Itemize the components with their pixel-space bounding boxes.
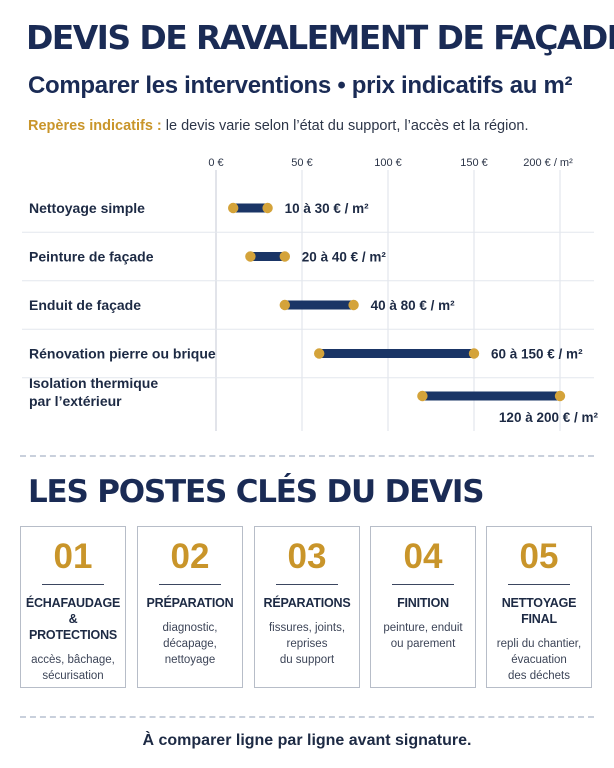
range-max-dot (468, 348, 480, 359)
note-text: le devis varie selon l’état du support, … (161, 118, 529, 134)
card-title: FINITION (397, 596, 449, 610)
range-bar (319, 349, 474, 358)
range-min-dot (417, 390, 428, 402)
section-title: LES POSTES CLÉS DU DEVIS (28, 474, 485, 510)
price-range-chart: 0 € 50 € 100 € 150 € 200 € / m² Nettoyage sim… (22, 157, 599, 431)
card-rule (276, 584, 338, 585)
card-number: 04 (403, 537, 443, 576)
card-title: PRÉPARATION (146, 596, 234, 610)
card-preparation: 02 PRÉPARATION diagnostic, décapage, net… (137, 526, 243, 688)
value-label: 60 à 150 € / m² (491, 347, 583, 362)
range-min-dot (228, 202, 239, 214)
card-description: repli du chantier, évacuation des déchet… (496, 638, 582, 682)
card-nettoyage-final: 05 NETTOYAGE FINAL repli du chantier, év… (486, 526, 592, 688)
section-divider (20, 455, 594, 457)
card-number: 03 (287, 537, 327, 576)
category-label: Rénovation pierre ou brique (29, 346, 216, 362)
x-tick-label: 150 € (460, 157, 488, 169)
range-max-dot (554, 390, 566, 402)
card-reparations: 03 RÉPARATIONS fissures, joints, reprise… (254, 526, 360, 688)
page-title: DEVIS DE RAVALEMENT DE FAÇADE (26, 18, 614, 57)
category-label: Isolation thermique par l’extérieur (29, 375, 158, 409)
value-label: 10 à 30 € / m² (285, 201, 370, 216)
page-subtitle: Comparer les interventions • prix indica… (28, 72, 573, 99)
card-rule (508, 584, 570, 585)
card-description: fissures, joints, reprises du support (268, 622, 346, 666)
card-finition: 04 FINITION peinture, enduit ou parement (370, 526, 476, 688)
card-description: accès, bâchage, sécurisation (31, 654, 115, 682)
range-max-dot (348, 299, 359, 311)
range-max-dot (279, 251, 290, 262)
range-min-dot (245, 251, 256, 262)
card-title: NETTOYAGE FINAL (501, 596, 577, 626)
range-max-dot (262, 202, 273, 214)
category-label: Enduit de façade (29, 297, 141, 313)
range-bar (422, 391, 560, 401)
footer-note: À comparer ligne par ligne avant signatu… (142, 732, 472, 749)
card-number: 05 (519, 537, 559, 576)
card-rule (42, 584, 104, 585)
range-min-dot (279, 299, 290, 311)
card-title: ÉCHAFAUDAGE & PROTECTIONS (25, 596, 121, 642)
x-tick-label: 200 € / m² (523, 157, 573, 169)
category-label: Peinture de façade (29, 249, 154, 265)
card-number: 02 (170, 537, 210, 576)
card-rule (392, 584, 454, 585)
value-label: 20 à 40 € / m² (302, 250, 387, 265)
value-label: 120 à 200 € / m² (499, 410, 599, 425)
range-bar (284, 300, 354, 310)
note-label: Repères indicatifs : (28, 118, 162, 134)
card-rule (159, 584, 221, 585)
category-label: Nettoyage simple (29, 200, 145, 216)
range-min-dot (314, 348, 325, 359)
x-tick-label: 100 € (374, 157, 402, 169)
card-number: 01 (53, 537, 93, 576)
x-tick-label: 0 € (208, 157, 223, 169)
card-title: RÉPARATIONS (263, 596, 351, 610)
card-description: diagnostic, décapage, nettoyage (162, 622, 218, 666)
indicative-note: Repères indicatifs : le devis varie selo… (28, 118, 529, 134)
value-label: 40 à 80 € / m² (371, 298, 456, 313)
card-description: peinture, enduit ou parement (383, 622, 463, 650)
card-echafaudage: 01 ÉCHAFAUDAGE & PROTECTIONS accès, bâch… (20, 526, 126, 688)
x-tick-label: 50 € (291, 157, 312, 169)
range-bar (250, 252, 285, 261)
range-bar (233, 203, 268, 213)
footer-divider (20, 716, 594, 718)
